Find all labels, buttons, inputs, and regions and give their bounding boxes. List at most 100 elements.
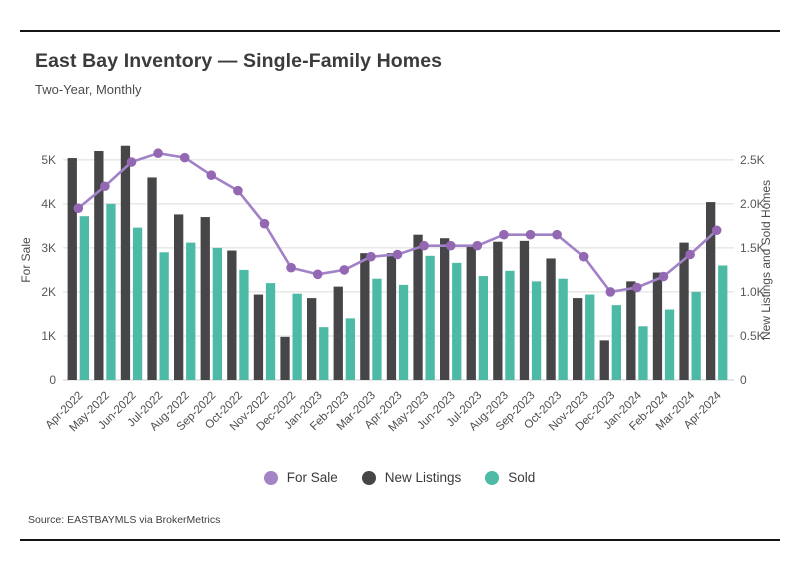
point-for-sale (445, 240, 456, 251)
bar-new-listings (67, 158, 77, 380)
bar-new-listings (599, 340, 609, 380)
bar-sold (132, 227, 143, 380)
legend-item-new-listings: New Listings (361, 470, 462, 485)
point-for-sale (499, 229, 509, 240)
point-for-sale (206, 170, 217, 181)
bar-sold (664, 309, 675, 380)
bar-sold (372, 278, 382, 380)
point-for-sale (578, 251, 589, 262)
bar-sold (239, 269, 249, 380)
point-for-sale (100, 181, 110, 192)
legend-swatch-icon (263, 470, 278, 485)
y-tick-label-left: 2K (41, 285, 56, 299)
bar-new-listings (333, 286, 343, 380)
point-for-sale (233, 185, 243, 196)
point-for-sale (658, 271, 669, 282)
legend-item-sold: Sold (485, 470, 535, 485)
top-rule (20, 30, 780, 32)
bar-sold (79, 216, 89, 380)
bar-new-listings (280, 336, 290, 380)
point-for-sale (685, 249, 695, 260)
bar-sold (345, 318, 355, 380)
bar-new-listings (466, 245, 476, 380)
bar-sold (159, 252, 169, 380)
bar-sold (186, 242, 196, 380)
bar-sold (478, 276, 488, 380)
y-tick-label-right: 0 (740, 373, 747, 387)
legend-label: Sold (508, 470, 536, 485)
point-for-sale (286, 262, 296, 273)
bar-sold (585, 294, 595, 380)
legend-item-for-sale: For Sale (263, 470, 338, 485)
bar-new-listings (227, 250, 237, 380)
bar-sold (212, 247, 222, 380)
legend-swatch-icon (485, 470, 500, 485)
point-for-sale (339, 265, 350, 275)
bar-sold (265, 283, 276, 380)
point-for-sale (419, 240, 429, 251)
bar-new-listings (360, 253, 370, 380)
bar-new-listings (94, 151, 104, 380)
point-for-sale (392, 249, 403, 260)
bar-new-listings (652, 272, 663, 380)
point-for-sale (153, 148, 163, 159)
bar-new-listings (413, 234, 423, 380)
chart-legend: For Sale New Listings Sold (0, 470, 799, 485)
legend-label: For Sale (286, 470, 338, 485)
bar-new-listings (200, 217, 210, 380)
y-tick-label-right: 2.0K (740, 197, 765, 211)
legend-label: New Listings (384, 470, 462, 485)
bar-sold (638, 326, 648, 380)
point-for-sale (179, 152, 190, 163)
y-tick-label-right: 1.5K (740, 241, 765, 255)
bar-new-listings (120, 145, 131, 380)
point-for-sale (312, 269, 323, 280)
bar-new-listings (679, 242, 689, 380)
bar-sold (452, 262, 462, 380)
point-for-sale (126, 157, 137, 167)
point-for-sale (711, 225, 722, 236)
y-tick-label-right: 1.0K (740, 285, 765, 299)
point-for-sale (259, 218, 270, 229)
point-for-sale (525, 229, 536, 240)
bar-sold (611, 305, 621, 380)
bar-new-listings (573, 298, 583, 380)
bar-new-listings (253, 294, 264, 380)
bar-sold (531, 281, 542, 380)
page-subtitle: Two-Year, Monthly (35, 82, 142, 97)
bar-new-listings (386, 253, 397, 380)
bar-sold (292, 293, 302, 380)
bar-new-listings (519, 240, 530, 380)
point-for-sale (632, 282, 642, 293)
bar-new-listings (174, 214, 184, 380)
point-for-sale (552, 229, 562, 240)
bottom-rule (20, 539, 780, 541)
point-for-sale (605, 287, 616, 297)
source-note: Source: EASTBAYMLS via BrokerMetrics (28, 514, 221, 526)
left-axis-title: For Sale (19, 237, 33, 283)
bar-sold (718, 265, 728, 380)
bar-sold (398, 284, 409, 380)
bar-sold (558, 278, 568, 380)
bar-sold (505, 270, 515, 380)
page-title: East Bay Inventory — Single-Family Homes (35, 50, 443, 72)
legend-swatch-icon (361, 470, 376, 485)
bar-sold (106, 203, 116, 380)
point-for-sale (73, 203, 84, 214)
y-tick-label-left: 0 (49, 373, 56, 387)
bar-new-listings (307, 298, 317, 380)
bar-new-listings (147, 177, 157, 380)
y-tick-label-right: 2.5K (740, 153, 765, 167)
bar-sold (691, 291, 701, 380)
bar-sold (319, 327, 329, 380)
bar-new-listings (440, 238, 450, 380)
y-tick-label-right: 0.5K (740, 329, 765, 343)
y-tick-label-left: 4K (41, 197, 56, 211)
y-tick-label-left: 3K (41, 241, 56, 255)
point-for-sale (472, 240, 483, 251)
bar-new-listings (546, 258, 556, 380)
y-tick-label-left: 1K (41, 329, 56, 343)
y-tick-label-left: 5K (41, 153, 56, 167)
